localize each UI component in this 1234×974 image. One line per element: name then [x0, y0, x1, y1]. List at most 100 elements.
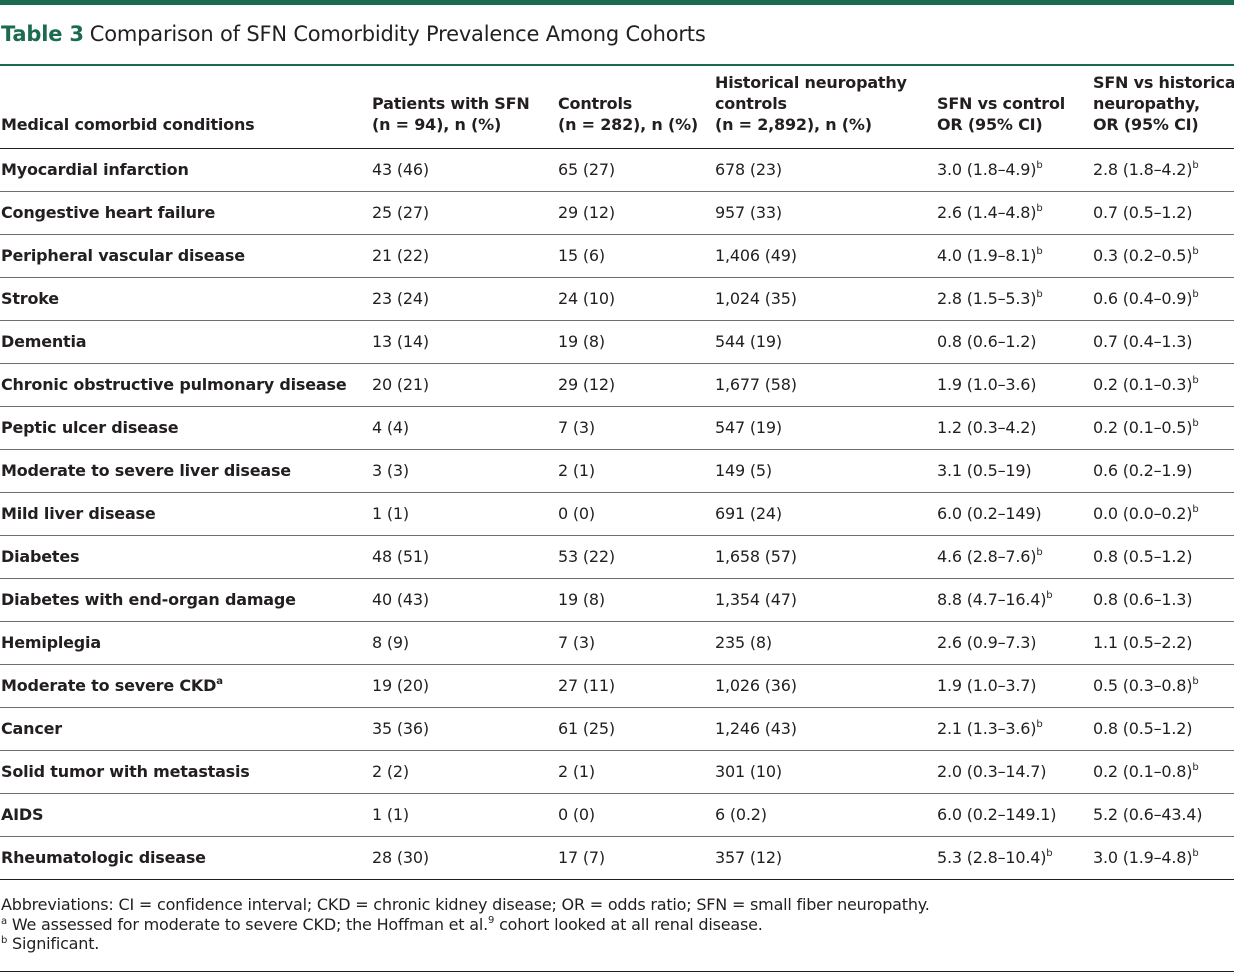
- cell-value: 4.6 (2.8–7.6): [937, 547, 1037, 566]
- cell-historical: 1,406 (49): [714, 234, 936, 277]
- cell-sfn-vs-historical: 2.8 (1.8–4.2)b: [1092, 148, 1234, 191]
- cell-value: 1 (1): [372, 805, 409, 824]
- cell-value: 357 (12): [715, 848, 782, 867]
- cell-controls: 29 (12): [557, 191, 714, 234]
- cell-sfn-vs-historical: 1.1 (0.5–2.2): [1092, 621, 1234, 664]
- cell-sfn-vs-historical: 0.8 (0.5–1.2): [1092, 535, 1234, 578]
- cell-controls: 2 (1): [557, 750, 714, 793]
- cell-value: 15 (6): [558, 246, 605, 265]
- condition-label: Peripheral vascular disease: [1, 246, 245, 265]
- cell-value: 0 (0): [558, 504, 595, 523]
- condition-label: Diabetes with end-organ damage: [1, 590, 296, 609]
- header-line: Controls: [558, 93, 633, 113]
- table-row: Myocardial infarction 43 (46) 65 (27) 678 (…: [0, 148, 1234, 191]
- cell-condition: Diabetes with end-organ damage: [0, 578, 371, 621]
- condition-label: Mild liver disease: [1, 504, 156, 523]
- header-line: controls: [715, 93, 787, 113]
- table-row: Chronic obstructive pulmonary disease 20 …: [0, 363, 1234, 406]
- cell-historical: 1,246 (43): [714, 707, 936, 750]
- cell-sfn-vs-control: 1.2 (0.3–4.2): [936, 406, 1092, 449]
- cell-sfn-vs-control: 2.6 (1.4–4.8)b: [936, 191, 1092, 234]
- cell-sfn-vs-control: 8.8 (4.7–16.4)b: [936, 578, 1092, 621]
- cell-condition: Hemiplegia: [0, 621, 371, 664]
- top-accent-bar: [0, 0, 1234, 5]
- cell-controls: 19 (8): [557, 320, 714, 363]
- cell-value: 2.0 (0.3–14.7): [937, 762, 1047, 781]
- condition-label: Solid tumor with metastasis: [1, 762, 250, 781]
- cell-controls: 29 (12): [557, 363, 714, 406]
- cell-historical: 957 (33): [714, 191, 936, 234]
- cell-condition: Congestive heart failure: [0, 191, 371, 234]
- cell-value: 1.9 (1.0–3.6): [937, 375, 1037, 394]
- cell-value: 0.8 (0.6–1.3): [1093, 590, 1193, 609]
- cell-value: 19 (8): [558, 332, 605, 351]
- header-line: (n = 282), n (%): [558, 114, 699, 134]
- cell-value: 547 (19): [715, 418, 782, 437]
- cell-value: 48 (51): [372, 547, 429, 566]
- cell-value: 19 (8): [558, 590, 605, 609]
- cell-controls: 2 (1): [557, 449, 714, 492]
- cell-value: 0.7 (0.4–1.3): [1093, 332, 1193, 351]
- cell-value: 2 (1): [558, 762, 595, 781]
- cell-value: 5.2 (0.6–43.4): [1093, 805, 1203, 824]
- cell-sfn-vs-control: 4.6 (2.8–7.6)b: [936, 535, 1092, 578]
- cell-value: 4 (4): [372, 418, 409, 437]
- header-line: SFN vs control: [937, 93, 1066, 113]
- cell-controls: 7 (3): [557, 621, 714, 664]
- table-header: Medical comorbid conditions Patients with…: [0, 66, 1234, 148]
- table-row: Moderate to severe CKDa 19 (20) 27 (11) 1,0…: [0, 664, 1234, 707]
- cell-sfn-vs-control: 1.9 (1.0–3.6): [936, 363, 1092, 406]
- cell-value: 29 (12): [558, 375, 615, 394]
- cell-sfn-vs-historical: 0.2 (0.1–0.3)b: [1092, 363, 1234, 406]
- cell-controls: 24 (10): [557, 277, 714, 320]
- cell-patients-sfn: 13 (14): [371, 320, 557, 363]
- cell-patients-sfn: 1 (1): [371, 793, 557, 836]
- cell-sfn-vs-historical: 0.8 (0.5–1.2): [1092, 707, 1234, 750]
- cell-condition: Rheumatologic disease: [0, 836, 371, 879]
- cell-value: 6.0 (0.2–149.1): [937, 805, 1057, 824]
- cell-value: 28 (30): [372, 848, 429, 867]
- table-row: Stroke 23 (24) 24 (10) 1,024 (35) 2.8 (1.5–5…: [0, 277, 1234, 320]
- cell-historical: 235 (8): [714, 621, 936, 664]
- cell-value: 0.6 (0.2–1.9): [1093, 461, 1193, 480]
- header-line: Medical comorbid conditions: [1, 114, 255, 134]
- cell-controls: 17 (7): [557, 836, 714, 879]
- header-line: SFN vs historical: [1093, 72, 1234, 92]
- table-row: Diabetes 48 (51) 53 (22) 1,658 (57) 4.6 (2.8…: [0, 535, 1234, 578]
- cell-value: 2 (2): [372, 762, 409, 781]
- cell-value: 20 (21): [372, 375, 429, 394]
- cell-sfn-vs-control: 4.0 (1.9–8.1)b: [936, 234, 1092, 277]
- cell-sfn-vs-historical: 0.6 (0.2–1.9): [1092, 449, 1234, 492]
- cell-controls: 61 (25): [557, 707, 714, 750]
- cell-value: 6 (0.2): [715, 805, 767, 824]
- header-row: Medical comorbid conditions Patients with…: [0, 66, 1234, 148]
- footnote-a-reference: 9: [488, 914, 495, 926]
- condition-label: Rheumatologic disease: [1, 848, 206, 867]
- cell-value: 1,406 (49): [715, 246, 797, 265]
- cell-value: 0.3 (0.2–0.5): [1093, 246, 1193, 265]
- cell-condition: AIDS: [0, 793, 371, 836]
- title-rule: [0, 64, 1234, 66]
- comorbidity-table: Medical comorbid conditions Patients with…: [0, 66, 1234, 880]
- cell-value: 1,246 (43): [715, 719, 797, 738]
- cell-historical: 1,658 (57): [714, 535, 936, 578]
- cell-value: 27 (11): [558, 676, 615, 695]
- cell-patients-sfn: 40 (43): [371, 578, 557, 621]
- cell-value: 29 (12): [558, 203, 615, 222]
- cell-controls: 53 (22): [557, 535, 714, 578]
- cell-value: 1,026 (36): [715, 676, 797, 695]
- table-row: Peptic ulcer disease 4 (4) 7 (3) 547 (19) 1.…: [0, 406, 1234, 449]
- cell-value: 0.2 (0.1–0.8): [1093, 762, 1193, 781]
- cell-patients-sfn: 28 (30): [371, 836, 557, 879]
- table-row: Cancer 35 (36) 61 (25) 1,246 (43) 2.1 (1.3–3…: [0, 707, 1234, 750]
- cell-patients-sfn: 23 (24): [371, 277, 557, 320]
- cell-patients-sfn: 1 (1): [371, 492, 557, 535]
- cell-condition: Diabetes: [0, 535, 371, 578]
- cell-historical: 301 (10): [714, 750, 936, 793]
- table-number: Table 3: [1, 22, 84, 46]
- significance-marker: b: [1192, 676, 1199, 687]
- condition-label: Congestive heart failure: [1, 203, 216, 222]
- cell-value: 0.7 (0.5–1.2): [1093, 203, 1193, 222]
- cell-value: 2.8 (1.8–4.2): [1093, 160, 1193, 179]
- abbreviations-note: Abbreviations: CI = confidence interval;…: [1, 895, 930, 914]
